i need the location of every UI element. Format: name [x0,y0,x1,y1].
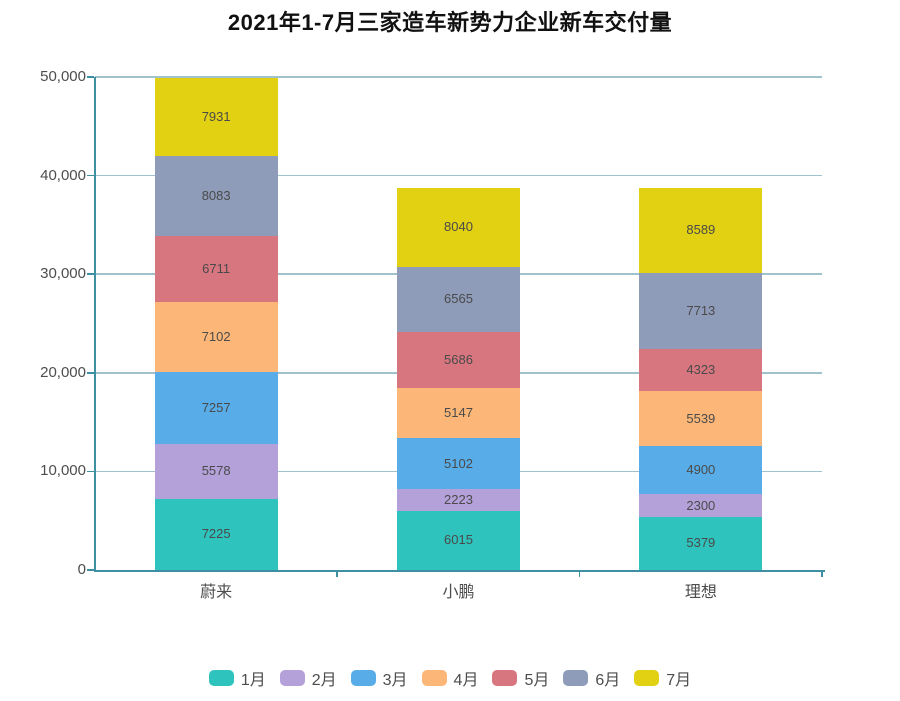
bar-理想-segment-1月: 5379 [639,516,763,570]
x-axis-tick [578,570,581,577]
x-axis-tick [821,570,823,577]
legend-label: 4月 [453,672,479,689]
bar-蔚来-segment-7月: 7931 [154,78,278,157]
legend-swatch [279,670,305,686]
legend-label: 5月 [524,672,550,689]
bar-小鹏-segment-6月: 6565 [397,266,520,332]
bar-value-label: 8040 [444,219,473,235]
bar-value-label: 2300 [686,497,716,513]
y-axis-tick-label: 50,000 [40,68,86,85]
bar-小鹏-segment-5月: 5686 [397,331,520,388]
bar-value-label: 7225 [201,526,231,542]
bar-value-label: 6565 [444,291,473,307]
bar-value-label: 6711 [202,261,231,277]
legend: 1月 2月 3月 4月 5月 6月 7月 [0,666,900,690]
bar-理想-segment-3月: 4900 [639,445,763,495]
bar-小鹏-segment-3月: 5102 [397,438,520,489]
bar-理想-segment-4月: 5539 [639,391,763,446]
y-axis-tick-label: 30,000 [40,265,86,283]
bar-value-label: 5539 [686,410,716,426]
bar-value-label: 5686 [444,351,473,367]
legend-label: 3月 [382,672,408,689]
gridline [95,174,822,177]
bar-value-label: 7931 [201,109,231,125]
y-axis-tick [87,76,94,78]
legend-swatch [492,670,518,686]
bar-蔚来-segment-4月: 7102 [154,302,278,373]
legend-swatch [421,670,447,686]
legend-label: 6月 [595,672,621,689]
bar-小鹏-segment-4月: 5147 [397,387,520,439]
legend-item-6月[interactable]: 6月 [563,666,620,690]
y-axis-tick-label: 40,000 [40,166,86,184]
legend-item-5月[interactable]: 5月 [492,666,549,690]
legend-label: 1月 [240,672,266,689]
bar-小鹏-segment-7月: 8040 [397,187,520,267]
bar-小鹏-segment-2月: 2223 [397,488,520,511]
bar-value-label: 6015 [444,532,473,548]
legend-swatch [634,670,660,686]
bar-value-label: 8083 [201,188,231,204]
legend-item-4月[interactable]: 4月 [421,666,479,690]
bar-value-label: 7713 [686,302,716,318]
legend-swatch [208,670,234,686]
bar-理想-segment-2月: 2300 [639,494,763,517]
bar-蔚来-segment-2月: 5578 [154,443,278,499]
bar-value-label: 5147 [444,405,473,421]
bar-理想-segment-5月: 4323 [639,348,763,392]
bar-value-label: 5379 [686,535,716,551]
bar-value-label: 7102 [201,329,231,345]
legend-swatch [563,670,589,686]
bar-蔚来-segment-1月: 7225 [154,498,278,570]
x-axis-category-label: 蔚来 [200,584,233,601]
x-axis-tick [336,570,338,577]
bar-value-label: 5102 [444,455,473,471]
bar-蔚来-segment-3月: 7257 [154,372,278,444]
bar-value-label: 8589 [686,222,716,238]
gridline [95,76,822,78]
legend-label: 2月 [311,672,337,689]
bar-蔚来-segment-5月: 6711 [154,236,278,303]
x-axis-line [94,570,825,572]
bar-蔚来-segment-6月: 8083 [154,156,278,236]
x-axis-category-label: 小鹏 [442,584,475,601]
bar-理想-segment-7月: 8589 [639,187,763,273]
bar-value-label: 5578 [201,463,231,479]
legend-label: 7月 [666,672,692,689]
y-axis-tick-label: 0 [77,561,86,578]
y-axis-tick-label: 20,000 [40,363,86,381]
y-axis-line [94,77,96,572]
bar-value-label: 4900 [686,462,716,478]
bar-value-label: 7257 [201,399,231,415]
bar-value-label: 2223 [444,491,473,507]
bar-理想-segment-6月: 7713 [639,272,763,349]
bar-小鹏-segment-1月: 6015 [397,510,520,570]
legend-item-2月[interactable]: 2月 [279,666,337,690]
bar-value-label: 4323 [686,362,716,378]
legend-item-1月[interactable]: 1月 [208,666,266,690]
y-axis-tick [87,470,94,473]
legend-swatch [350,670,376,686]
x-axis-category-label: 理想 [684,584,717,601]
y-axis-tick-label: 10,000 [40,462,86,480]
y-axis-tick [87,569,94,571]
legend-item-3月[interactable]: 3月 [350,666,408,690]
chart-title: 2021年1-7月三家造车新势力企业新车交付量 [227,10,673,35]
y-axis-tick [87,372,94,374]
legend-item-7月[interactable]: 7月 [634,666,691,690]
y-axis-tick [87,174,94,177]
y-axis-tick [87,273,94,275]
